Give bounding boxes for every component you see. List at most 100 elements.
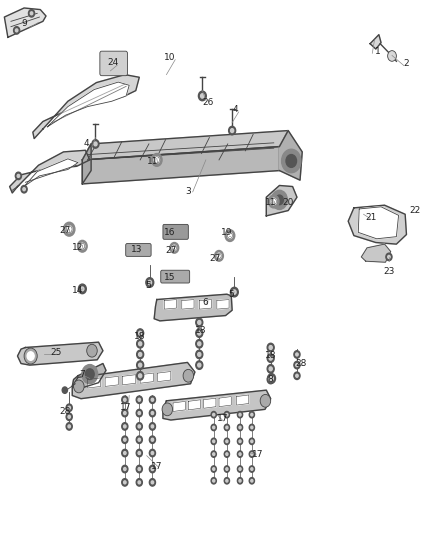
Circle shape (239, 468, 241, 470)
Polygon shape (72, 364, 106, 389)
Circle shape (138, 374, 142, 378)
Circle shape (68, 406, 71, 409)
Circle shape (239, 426, 241, 429)
Circle shape (138, 467, 141, 471)
Circle shape (267, 365, 274, 373)
Circle shape (296, 353, 298, 356)
Text: 27: 27 (209, 254, 220, 263)
Polygon shape (358, 207, 399, 239)
Circle shape (226, 480, 228, 482)
Circle shape (151, 451, 154, 455)
Text: 11: 11 (265, 198, 276, 207)
Circle shape (151, 467, 154, 471)
Text: 2: 2 (404, 60, 409, 68)
Circle shape (213, 480, 215, 482)
Circle shape (137, 361, 144, 369)
Circle shape (17, 174, 20, 177)
Polygon shape (82, 147, 279, 184)
Polygon shape (279, 131, 302, 180)
Circle shape (137, 350, 144, 359)
Circle shape (149, 449, 155, 457)
Circle shape (15, 29, 18, 32)
Text: 28: 28 (59, 407, 71, 416)
Polygon shape (140, 373, 153, 383)
Circle shape (92, 140, 99, 148)
Circle shape (149, 409, 155, 417)
Text: 5: 5 (228, 290, 234, 298)
Circle shape (211, 438, 216, 445)
Circle shape (137, 340, 144, 348)
FancyBboxPatch shape (161, 270, 190, 283)
Circle shape (149, 436, 155, 443)
Polygon shape (188, 400, 201, 410)
Circle shape (85, 369, 94, 379)
Circle shape (211, 451, 216, 457)
Circle shape (239, 440, 241, 442)
Circle shape (94, 142, 97, 146)
Circle shape (233, 290, 236, 294)
Circle shape (294, 361, 300, 369)
Circle shape (226, 468, 228, 470)
Circle shape (64, 222, 75, 236)
Circle shape (122, 449, 128, 457)
Text: 24: 24 (107, 58, 119, 67)
Circle shape (294, 372, 300, 379)
Circle shape (267, 343, 274, 352)
Polygon shape (154, 294, 232, 321)
Circle shape (196, 329, 203, 337)
Circle shape (249, 451, 254, 457)
Circle shape (30, 12, 33, 15)
Circle shape (211, 466, 216, 472)
Polygon shape (82, 131, 288, 160)
Circle shape (124, 425, 126, 428)
Circle shape (249, 411, 254, 418)
Circle shape (170, 243, 179, 253)
Circle shape (138, 425, 141, 428)
Polygon shape (237, 395, 249, 405)
Circle shape (269, 345, 272, 350)
Circle shape (137, 372, 144, 380)
Circle shape (213, 426, 215, 429)
Circle shape (237, 451, 243, 457)
Circle shape (21, 185, 27, 193)
Circle shape (239, 453, 241, 455)
Circle shape (269, 377, 272, 382)
Text: 18: 18 (195, 326, 206, 335)
Circle shape (249, 478, 254, 484)
Circle shape (224, 438, 230, 445)
Circle shape (183, 369, 194, 382)
Circle shape (122, 436, 128, 443)
Circle shape (267, 354, 274, 362)
Circle shape (149, 465, 155, 473)
Circle shape (198, 363, 201, 367)
Circle shape (74, 380, 84, 393)
Text: 17: 17 (217, 414, 228, 423)
Circle shape (149, 423, 155, 430)
Text: 23: 23 (383, 268, 395, 276)
Circle shape (198, 331, 201, 335)
Circle shape (148, 280, 152, 285)
Text: 10: 10 (164, 53, 176, 62)
Circle shape (154, 157, 159, 163)
Text: 1: 1 (374, 47, 381, 55)
Text: 4: 4 (233, 105, 238, 114)
Circle shape (213, 414, 215, 416)
Circle shape (251, 440, 253, 442)
Text: 27: 27 (165, 246, 177, 255)
Circle shape (213, 440, 215, 442)
Text: 7: 7 (79, 370, 85, 378)
Circle shape (251, 414, 253, 416)
Circle shape (137, 329, 144, 337)
Circle shape (226, 440, 228, 442)
Circle shape (286, 155, 297, 167)
Circle shape (151, 438, 154, 441)
Circle shape (68, 425, 71, 428)
Circle shape (251, 480, 253, 482)
Circle shape (272, 190, 287, 209)
Circle shape (80, 243, 85, 249)
Circle shape (294, 351, 300, 358)
Text: 16: 16 (164, 229, 176, 237)
Text: 20: 20 (283, 198, 294, 207)
Text: 21: 21 (366, 213, 377, 222)
Text: 17: 17 (151, 462, 162, 471)
